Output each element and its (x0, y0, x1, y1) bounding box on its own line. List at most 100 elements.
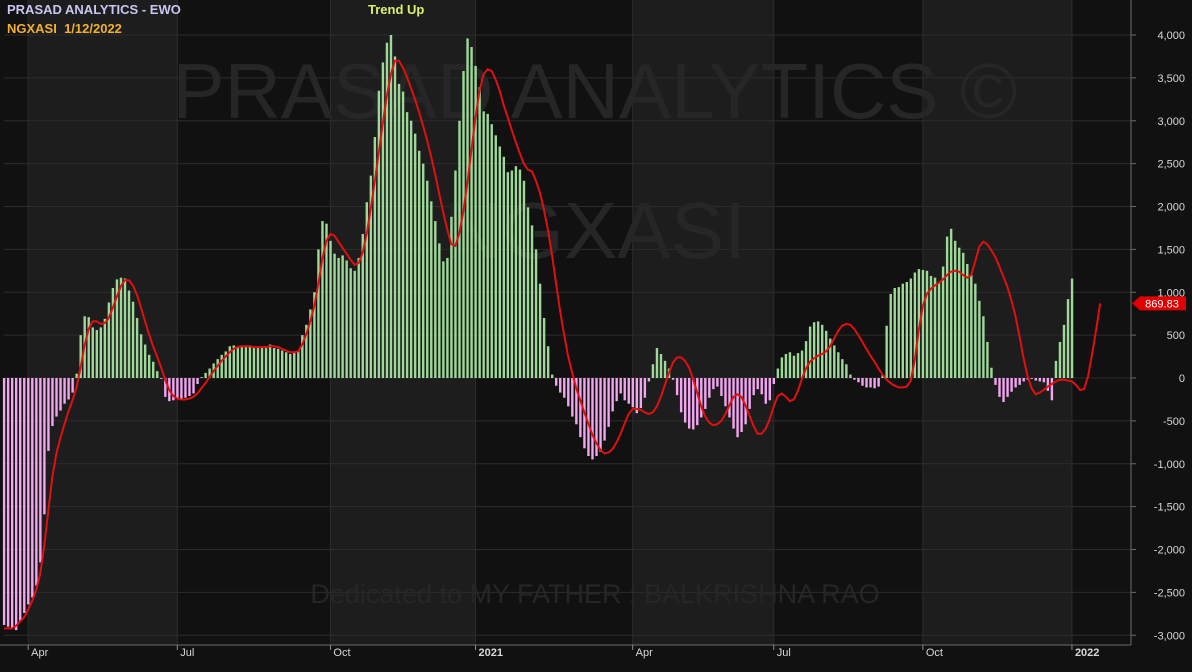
bar (39, 378, 42, 563)
bar (321, 221, 324, 378)
bar (820, 324, 824, 378)
bar (635, 378, 639, 414)
bar (901, 283, 904, 378)
bar (317, 249, 320, 379)
bar (152, 361, 155, 378)
bar (949, 228, 953, 378)
bar (849, 374, 852, 378)
bar (683, 378, 687, 423)
bar (176, 378, 179, 399)
y-tick-label: 2,000 (1157, 202, 1185, 214)
bar (373, 137, 377, 378)
period-band (28, 0, 178, 645)
y-tick-label: 500 (1167, 330, 1185, 342)
bar (1002, 378, 1005, 403)
bar (530, 225, 534, 378)
bar (841, 359, 844, 378)
bar (67, 378, 70, 400)
bar (123, 278, 127, 378)
bar (772, 378, 776, 384)
bar (502, 156, 506, 378)
bar (426, 180, 429, 378)
bar (567, 378, 570, 407)
bar (893, 287, 896, 378)
x-tick-label: Oct (333, 647, 350, 659)
bar (788, 352, 792, 378)
bar (736, 378, 739, 438)
bar (71, 378, 74, 393)
bar (349, 268, 352, 378)
bar (220, 354, 223, 378)
bar (341, 255, 344, 378)
bar (740, 378, 743, 433)
bar (506, 172, 510, 378)
bar (897, 287, 900, 378)
bar (579, 378, 582, 438)
bar (760, 378, 763, 395)
bar (337, 257, 340, 378)
period-band (632, 0, 774, 645)
chart-title: PRASAD ANALYTICS - EWO (7, 2, 181, 17)
bar (639, 378, 643, 409)
bar (675, 378, 679, 396)
bar (333, 253, 336, 378)
bar (450, 216, 453, 378)
bar (180, 378, 183, 400)
y-tick-label: 1,500 (1157, 244, 1185, 256)
last-value-badge: 869.83 (1132, 296, 1186, 311)
bar (889, 293, 892, 378)
bar (679, 378, 683, 413)
bar (289, 353, 292, 378)
signal-line (4, 59, 1102, 630)
bar (591, 378, 594, 460)
bar (103, 318, 107, 378)
trend-label: Trend Up (368, 2, 425, 17)
bar (313, 292, 316, 378)
y-tick-label: 4,000 (1157, 30, 1185, 42)
bar (369, 175, 373, 378)
bar (63, 378, 66, 404)
bar (619, 378, 622, 394)
bar (309, 309, 312, 378)
bar (208, 368, 211, 378)
bar (305, 324, 308, 378)
bar (776, 368, 780, 378)
bar (293, 352, 296, 378)
bar (75, 373, 78, 378)
bar (188, 378, 191, 397)
y-tick-label: -2,000 (1154, 545, 1185, 557)
bar (405, 112, 409, 379)
bar (111, 287, 115, 378)
bar (655, 347, 659, 378)
bar (1038, 378, 1042, 382)
bar (413, 133, 417, 378)
x-tick-label: Apr (636, 647, 653, 659)
bar (107, 302, 111, 378)
y-tick-label: 3,000 (1157, 116, 1185, 128)
x-tick-label: Jul (777, 647, 791, 659)
bar (837, 352, 840, 378)
bar (143, 344, 147, 378)
bar (244, 347, 248, 378)
bar (953, 240, 957, 378)
bar (442, 261, 445, 378)
bar (14, 378, 18, 631)
bar (941, 266, 945, 378)
bar (397, 83, 401, 378)
bar (510, 170, 514, 378)
bar (184, 378, 187, 398)
bar (301, 335, 304, 379)
bar (285, 352, 288, 378)
bar (978, 300, 981, 378)
watermark-dedication: Dedicated to MY FATHER : BALKRISHNA RAO (310, 579, 879, 609)
bar (280, 350, 284, 378)
bar (748, 378, 751, 409)
ticker-date: NGXASI 1/12/2022 (7, 21, 122, 36)
x-tick-label: Apr (31, 647, 48, 659)
bar (147, 354, 151, 378)
bar (526, 207, 530, 378)
bar (812, 322, 816, 378)
bar (466, 38, 469, 379)
bar (1070, 278, 1074, 378)
bar (127, 290, 131, 378)
